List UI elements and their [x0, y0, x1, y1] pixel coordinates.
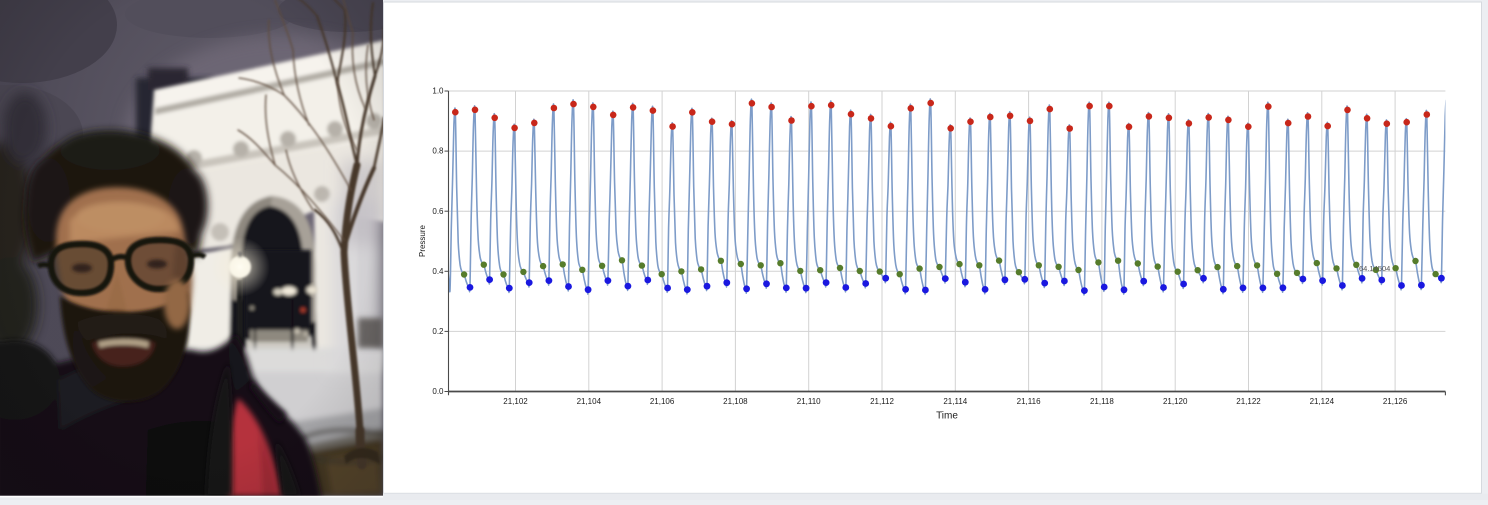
svg-text:21,118: 21,118: [1090, 397, 1114, 406]
svg-text:21,112: 21,112: [870, 397, 894, 406]
svg-text:21,108: 21,108: [723, 397, 748, 406]
svg-text:0.8: 0.8: [432, 147, 444, 156]
svg-text:1.0: 1.0: [432, 87, 444, 96]
svg-text:21,116: 21,116: [1017, 397, 1041, 406]
svg-text:0.6: 0.6: [432, 207, 444, 216]
svg-text:21,120: 21,120: [1163, 397, 1188, 406]
svg-text:0.4: 0.4: [432, 267, 444, 276]
svg-text:0.0: 0.0: [432, 387, 444, 396]
svg-text:64.14504: 64.14504: [1359, 264, 1390, 273]
svg-text:21,122: 21,122: [1236, 397, 1261, 406]
svg-text:21,114: 21,114: [943, 397, 967, 406]
svg-text:21,126: 21,126: [1383, 397, 1408, 406]
svg-text:21,110: 21,110: [797, 397, 821, 406]
svg-text:0.2: 0.2: [432, 327, 444, 336]
svg-text:21,102: 21,102: [503, 397, 528, 406]
svg-text:21,104: 21,104: [577, 397, 602, 406]
svg-text:Pressure: Pressure: [418, 224, 427, 257]
svg-text:Time: Time: [936, 411, 958, 422]
svg-text:21,124: 21,124: [1310, 397, 1335, 406]
svg-text:21,106: 21,106: [650, 397, 675, 406]
